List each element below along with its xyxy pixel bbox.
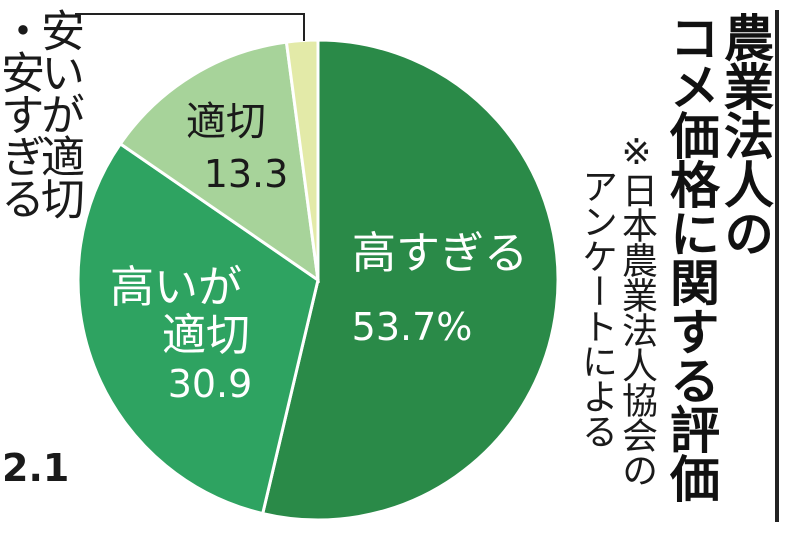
pie-slices: [76, 38, 560, 522]
chart-title-line2: コメ価格に関する評価: [662, 12, 720, 502]
slice-label-cheap-line2: ・安すぎる: [0, 8, 44, 218]
slice-label-too-high: 高すぎる: [352, 228, 528, 279]
slice-value-fair: 13.3: [204, 152, 289, 196]
source-note-line1: ※日本農業法人協会の: [616, 132, 657, 487]
slice-value-high-but-fair: 30.9: [168, 362, 253, 406]
pie-slice-cheap: [284, 38, 320, 281]
pie-slice-fair: [118, 40, 320, 284]
pie-slice-high-but-fair: [76, 141, 320, 516]
slice-label-fair: 適切: [186, 99, 266, 145]
pie-slice-too-high: [260, 38, 560, 522]
slice-value-cheap: 2.1: [2, 446, 70, 490]
slice-labels: 高すぎる 53.7% 高いが 適切 30.9 適切 13.3: [110, 99, 528, 406]
chart-title-line1: 農業法人の: [716, 12, 774, 257]
slice-label-cheap-line1: 安いが適切: [33, 8, 84, 218]
slice-label-high-but-fair-line2: 適切: [162, 310, 250, 361]
source-note-line2: アンケートによる: [576, 168, 617, 448]
slice-label-high-but-fair: 高いが: [110, 262, 242, 313]
slice-value-too-high: 53.7%: [352, 305, 473, 349]
small-slice-leader-line: [75, 13, 305, 41]
divider-line: [775, 10, 779, 522]
